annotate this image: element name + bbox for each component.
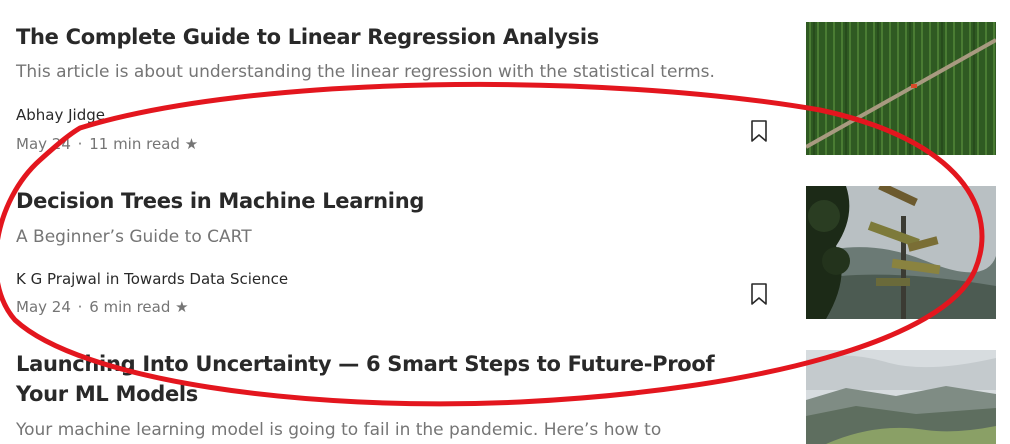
article-read-time: 11 min read	[89, 135, 180, 153]
article-thumbnail[interactable]	[806, 22, 996, 155]
article-author[interactable]: Abhay Jidge	[16, 106, 105, 124]
article-date: May 24	[16, 298, 71, 316]
bookmark-icon[interactable]	[749, 282, 769, 306]
aerial-field-image	[806, 22, 996, 155]
meta-separator: ·	[77, 298, 83, 316]
article-subtitle[interactable]: This article is about understanding the …	[16, 62, 715, 82]
article-read-time: 6 min read	[89, 298, 171, 316]
meta-separator: ·	[77, 135, 83, 153]
star-icon: ★	[175, 298, 189, 316]
article-title[interactable]: Launching Into Uncertainty — 6 Smart Ste…	[16, 352, 715, 406]
article-meta: May 24 · 11 min read ★	[16, 134, 198, 154]
article-subtitle[interactable]: A Beginner’s Guide to CART	[16, 227, 252, 247]
mountain-landscape-image	[806, 350, 996, 444]
signpost-image	[806, 186, 996, 319]
article-title[interactable]: Decision Trees in Machine Learning	[16, 189, 425, 213]
article-meta: May 24 · 6 min read ★	[16, 297, 189, 317]
article-title[interactable]: The Complete Guide to Linear Regression …	[16, 25, 599, 49]
bookmark-icon[interactable]	[749, 119, 769, 143]
article-thumbnail[interactable]	[806, 186, 996, 319]
star-icon: ★	[184, 135, 199, 153]
article-thumbnail[interactable]	[806, 350, 996, 444]
article-subtitle[interactable]: Your machine learning model is going to …	[16, 420, 662, 440]
article-author[interactable]: K G Prajwal in Towards Data Science	[16, 270, 289, 288]
article-date: May 24	[16, 135, 71, 153]
